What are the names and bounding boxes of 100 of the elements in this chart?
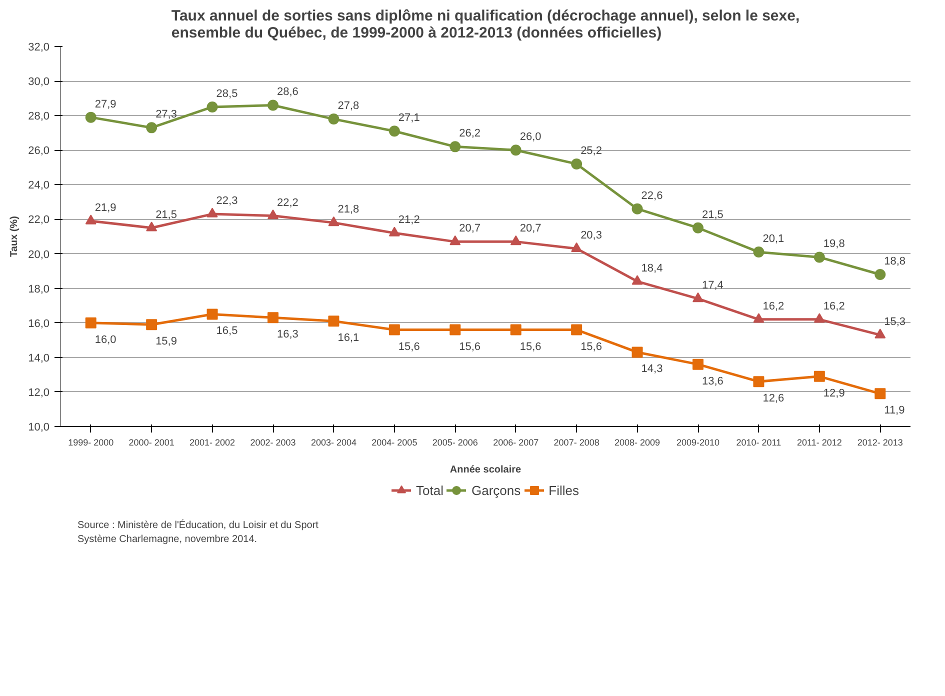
chart-title: Taux annuel de sorties sans diplôme ni qualification (décrochage annuel), selon le sexe, ensemble du Québec, de 1999-2000 à 2012-2013 (données officielles): [171, 8, 800, 42]
point: [753, 246, 764, 258]
y-axis-title: Taux (%): [9, 216, 20, 257]
y-tick-label: 10,0: [28, 422, 50, 434]
y-tick-label: 16,0: [28, 318, 50, 330]
point: [692, 222, 704, 234]
data-label: 20,7: [520, 222, 542, 235]
data-label: 15,6: [459, 340, 481, 353]
point: [632, 275, 643, 285]
x-tick-label: 2011- 2012: [796, 438, 842, 448]
data-label: 28,6: [277, 86, 298, 98]
x-tick-label: 2009-2010: [676, 438, 720, 448]
x-tick-label: 2004- 2005: [372, 438, 418, 448]
point: [571, 242, 582, 252]
data-label: 20,7: [459, 222, 481, 235]
point: [510, 144, 522, 156]
point: [146, 319, 158, 330]
data-label: 27,1: [398, 112, 420, 124]
data-label: 26,0: [520, 131, 542, 144]
data-label: 15,3: [884, 316, 906, 328]
point: [206, 308, 218, 320]
point: [328, 316, 340, 327]
point: [85, 214, 96, 224]
point: [450, 235, 461, 246]
data-label: 12,9: [823, 387, 845, 400]
y-tick-label: 24,0: [28, 180, 50, 192]
point: [328, 216, 340, 226]
point: [571, 324, 582, 336]
data-label: 18,8: [884, 256, 906, 268]
point: [753, 376, 764, 388]
y-tick-label: 14,0: [28, 352, 50, 364]
point: [450, 141, 461, 152]
y-tick-label: 32,0: [28, 42, 50, 54]
data-label: 16,2: [762, 300, 784, 312]
point: [874, 328, 886, 338]
data-label: 21,2: [398, 214, 420, 226]
y-tick-label: 22,0: [28, 214, 50, 226]
data-label: 25,2: [580, 144, 602, 157]
data-label: 14,3: [641, 363, 663, 376]
data-label: 15,6: [580, 340, 602, 353]
data-label: 21,5: [702, 208, 724, 221]
point: [388, 126, 400, 137]
data-label: 27,8: [338, 100, 360, 112]
data-label: 16,2: [823, 300, 845, 312]
y-tick-label: 28,0: [28, 110, 50, 123]
data-label: 15,9: [156, 336, 177, 348]
data-label: 21,9: [94, 202, 116, 214]
data-label: 13,6: [702, 375, 724, 388]
data-label: 20,1: [762, 233, 784, 246]
point: [632, 346, 643, 358]
data-label: 17,4: [702, 280, 724, 292]
data-label: 16,0: [94, 334, 116, 346]
point: [388, 226, 400, 236]
x-tick-label: 1999- 2000: [68, 438, 114, 448]
point: [85, 317, 96, 328]
legend-label: Total: [416, 482, 444, 498]
point: [814, 313, 825, 323]
y-tick-label: 26,0: [28, 145, 50, 158]
data-label: 27,9: [94, 98, 116, 110]
point: [268, 100, 278, 111]
text: Système Charlemagne, novembre 2014.: [78, 534, 258, 545]
data-label: 11,9: [884, 404, 905, 417]
x-tick-label: 2001- 2002: [190, 438, 236, 448]
point: [692, 358, 704, 370]
x-tick-label: 2002- 2003: [250, 438, 296, 448]
data-label: 22,3: [216, 195, 238, 208]
point: [206, 208, 218, 218]
legend-label: Filles: [548, 482, 579, 498]
point: [268, 210, 278, 220]
data-label: 27,3: [156, 108, 177, 121]
x-tick-label: 2006- 2007: [493, 438, 539, 448]
data-label: 16,3: [277, 328, 298, 341]
data-label: 12,6: [762, 392, 784, 405]
x-tick-label: 2010- 2011: [736, 438, 782, 448]
point: [571, 158, 582, 170]
x-tick-label: 2007- 2008: [554, 438, 600, 448]
x-axis-title: Année scolaire: [450, 464, 522, 476]
point: [146, 222, 158, 232]
y-tick-label: 12,0: [28, 386, 50, 399]
x-tick-label: 2000- 2001: [128, 438, 174, 448]
point: [874, 269, 886, 280]
legend-label: Garçons: [471, 482, 521, 498]
x-tick-label: 2008- 2009: [614, 438, 660, 448]
data-label: 19,8: [823, 238, 845, 250]
data-label: 20,3: [580, 230, 602, 242]
point: [632, 203, 643, 214]
point: [146, 122, 158, 134]
point: [206, 101, 218, 112]
point: [692, 292, 704, 302]
x-tick-label: 2003- 2004: [310, 438, 356, 448]
data-label: 16,1: [338, 332, 360, 344]
point: [510, 324, 522, 336]
data-label: 26,2: [459, 128, 481, 140]
point: [388, 324, 400, 336]
data-label: 15,6: [520, 340, 542, 353]
point: [450, 324, 461, 336]
point: [753, 313, 764, 323]
y-tick-label: 20,0: [28, 248, 50, 261]
x-tick-label: 2005- 2006: [432, 438, 478, 448]
data-label: 15,6: [398, 340, 420, 353]
